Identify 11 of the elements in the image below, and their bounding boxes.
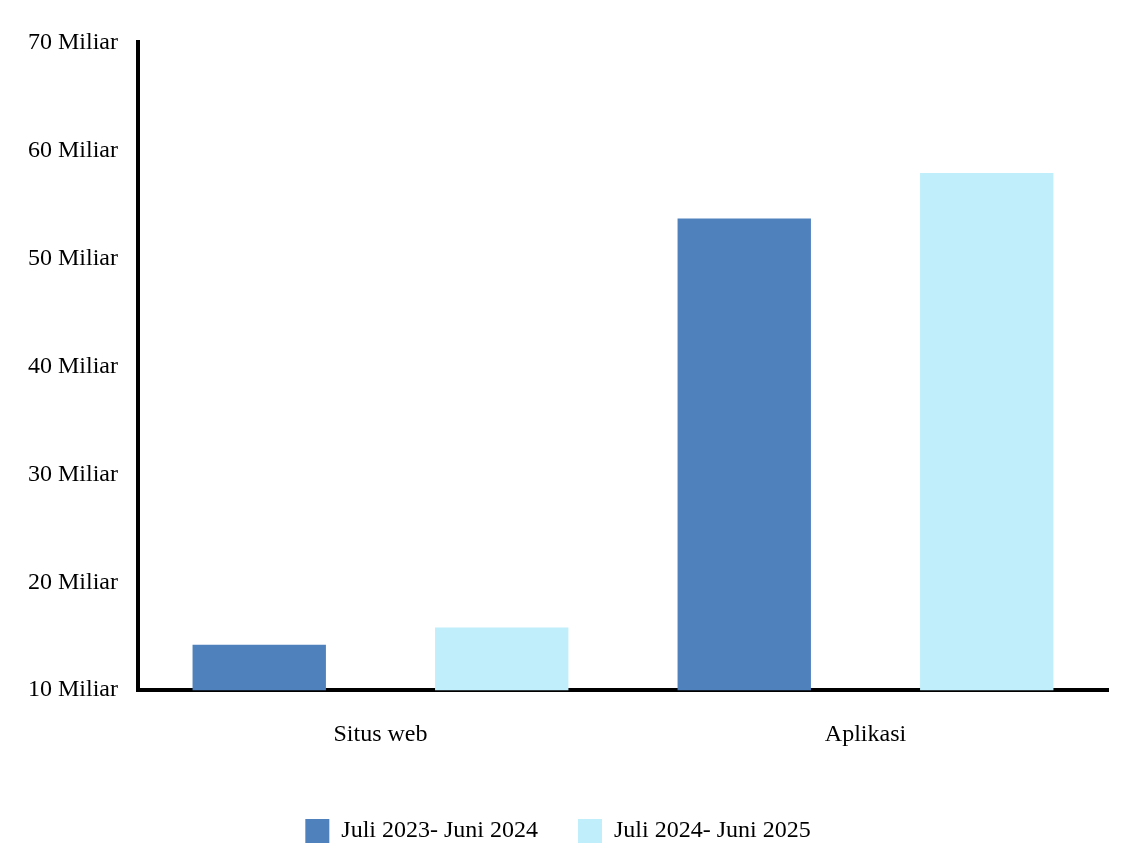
y-tick-label: 40 Miliar [27,351,118,378]
legend-label: Juli 2023- Juni 2024 [341,816,539,843]
x-tick-label: Situs web [333,719,428,746]
y-tick-label: 10 Miliar [27,675,118,702]
x-tick-label: Aplikasi [824,719,907,746]
y-tick-label: 20 Miliar [27,567,118,594]
y-tick-label: 30 Miliar [27,459,118,486]
legend-label: Juli 2024- Juni 2025 [614,816,811,843]
y-tick-label: 70 Miliar [27,27,118,54]
y-tick-label: 50 Miliar [27,243,118,270]
y-tick-label: 60 Miliar [27,135,118,162]
